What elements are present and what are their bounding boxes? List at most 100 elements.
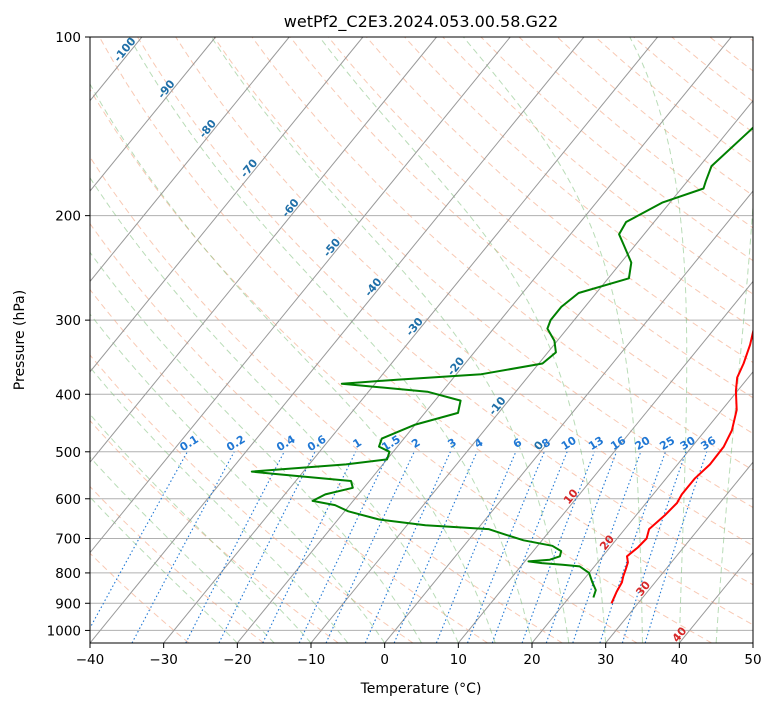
isotherm [678,551,753,643]
y-tick-label: 700 [55,532,81,548]
isotherm [0,37,68,643]
mixing-ratio-line [621,451,687,643]
mixing-ratio-label: 0.1 [177,433,200,454]
dry-adiabat [90,156,638,643]
moist-adiabat [629,37,688,643]
x-axis-label: Temperature (°C) [360,681,482,697]
plot-area: -100-90-80-70-60-50-40-30-20-10010203040… [0,37,753,644]
x-tick-label: 0 [380,652,389,668]
moist-adiabat [90,456,275,643]
dry-adiabat [366,37,753,364]
isotherm [90,37,511,554]
isotherm-label: 20 [597,532,617,552]
dry-adiabat [213,37,753,509]
isotherm [752,642,753,643]
y-tick-label: 200 [55,209,81,225]
isotherm-label: 40 [670,624,690,644]
mixing-ratio-label: 0.4 [274,433,298,455]
chart-title: wetPf2_C2E3.2024.053.00.58.G22 [284,12,558,32]
mixing-ratio-lines [90,451,708,643]
x-tick-label: 20 [523,652,540,668]
mixing-ratio-label: 30 [678,434,698,453]
mixing-ratio-line [572,451,642,643]
x-tick-label: −20 [223,652,252,668]
isotherm [605,461,753,643]
dewpoint-profile-line [250,126,753,598]
dry-adiabat [633,37,753,133]
pressure-gridlines [90,37,753,631]
isotherm [384,190,753,643]
dry-adiabat [442,37,753,295]
line-labels: -100-90-80-70-60-50-40-30-20-10010203040… [111,37,718,644]
dry-adiabat [137,37,753,586]
x-tick-label: −30 [149,652,178,668]
isotherm-label: 30 [633,578,653,598]
isotherm [531,371,753,643]
mixing-ratio-line [131,451,235,643]
mixing-ratio-line [545,451,618,643]
mixing-ratio-line [644,451,708,643]
y-axis-label: Pressure (hPa) [12,290,28,390]
moist-adiabat [210,37,570,643]
moist-adiabat [90,313,386,643]
y-tick-label: 800 [55,566,81,582]
dry-adiabat [404,37,753,329]
moist-adiabat [715,197,753,643]
isotherms [0,37,753,643]
dry-adiabat [90,288,488,643]
dry-adiabat [90,419,339,643]
mixing-ratio-line [393,451,478,643]
isotherm [310,99,753,643]
dry-adiabat [709,37,753,72]
dry-adiabat [671,37,753,103]
x-tick-label: −10 [297,652,326,668]
temperature-profile-line [610,327,753,604]
isotherm-label: -70 [238,156,261,180]
isotherm-label: -60 [279,196,302,220]
mixing-ratio-label: 36 [698,434,718,453]
isotherm [163,37,658,643]
mixing-ratio-label: 1.5 [379,433,402,454]
mixing-ratio-label: 3 [445,436,458,451]
x-axis-ticks: −40 −30 −20 −10 0 10 20 30 40 50 [76,643,762,668]
isotherm-label: -90 [155,77,178,101]
moist-adiabat [90,83,496,643]
y-tick-label: 300 [55,313,81,329]
mixing-ratio-label: 0.6 [305,433,329,455]
mixing-ratio-line [491,451,568,643]
isotherm [90,37,216,192]
y-tick-label: 600 [55,492,81,508]
dry-adiabat [251,37,753,471]
mixing-ratio-label: 4 [472,436,486,451]
mixing-ratio-label: 1 [351,436,364,451]
y-tick-label: 1000 [47,623,81,639]
moist-adiabat [319,37,607,643]
plot-frame [89,36,754,644]
profile-series [250,126,753,604]
isotherm [457,280,753,643]
isotherm [90,37,290,283]
mixing-ratio-line [185,451,285,643]
moist-adiabat [463,37,643,643]
mixing-ratio-line [364,451,451,643]
dry-adiabat [90,222,563,643]
x-tick-label: 50 [744,652,761,668]
moist-adiabat [90,176,459,643]
mixing-ratio-line [435,451,517,643]
x-tick-label: 40 [671,652,688,668]
mixing-ratio-line [90,451,188,630]
moist-adiabat [90,496,238,643]
mixing-ratio-line [262,451,357,643]
isotherm [236,37,732,643]
dry-adiabat [289,37,753,435]
isotherm [90,37,437,464]
moist-adiabat [90,366,349,643]
isotherm [90,37,585,643]
dry-adiabat [98,37,753,626]
x-tick-label: −40 [76,652,105,668]
mixing-ratio-label: 10 [559,434,579,453]
isotherm-label: -80 [196,117,219,141]
isotherm [90,37,364,373]
isotherm-label: 10 [561,486,581,506]
